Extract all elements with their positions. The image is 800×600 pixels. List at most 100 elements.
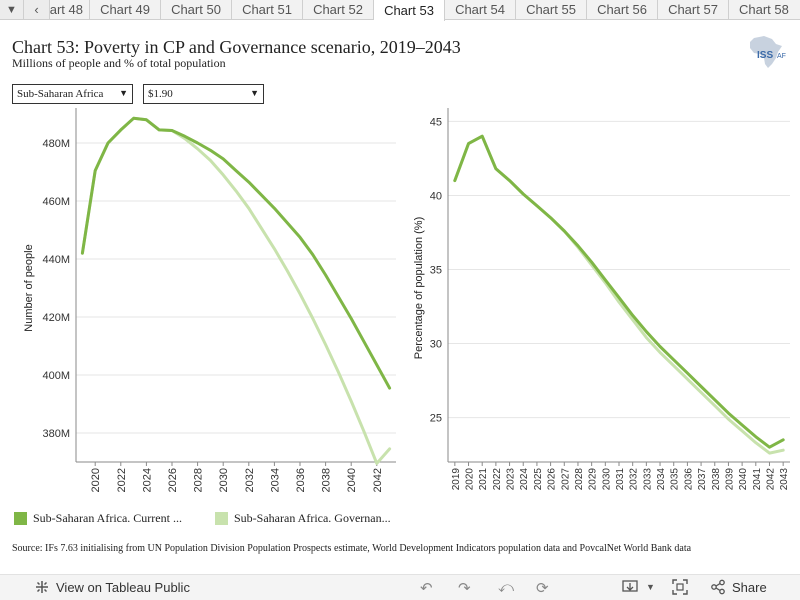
x-tick-label: 2022 — [116, 468, 128, 492]
x-tick-label: 2026 — [167, 468, 179, 492]
tableau-footer: View on Tableau Public ↶ ↷ ⤺ ⟳ ▼ Share — [0, 574, 800, 600]
view-on-tableau-label: View on Tableau Public — [56, 579, 190, 595]
x-tick-label: 2034 — [656, 468, 667, 491]
x-tick-label: 2020 — [90, 468, 102, 492]
x-tick-label: 2024 — [141, 468, 153, 492]
x-tick-label: 2019 — [451, 468, 462, 491]
download-button[interactable]: ▼ — [622, 579, 655, 595]
logo-subtext: AF — [777, 53, 786, 60]
x-tick-label: 2023 — [506, 468, 517, 491]
legend-item-current-path[interactable]: Sub-Saharan Africa. Current ... — [14, 511, 182, 526]
y-tick-label: 40 — [430, 190, 442, 202]
x-tick-label: 2025 — [533, 468, 544, 491]
chevron-down-icon: ▼ — [6, 3, 17, 16]
x-tick-label: 2028 — [193, 468, 205, 492]
x-tick-label: 2042 — [765, 468, 776, 491]
y-tick-label: 440M — [42, 254, 70, 266]
tab-chart-52[interactable]: Chart 52 — [303, 0, 374, 19]
x-tick-label: 2042 — [372, 468, 384, 492]
threshold-value: $1.90 — [148, 88, 173, 100]
tab-chart-50[interactable]: Chart 50 — [161, 0, 232, 19]
x-tick-label: 2030 — [601, 468, 612, 491]
y-axis-label: Number of people — [23, 244, 35, 331]
y-tick-label: 460M — [42, 196, 70, 208]
x-tick-label: 2030 — [218, 468, 230, 492]
undo-button[interactable]: ↶ — [420, 579, 433, 597]
x-tick-label: 2022 — [492, 468, 503, 491]
tab-chart-57[interactable]: Chart 57 — [658, 0, 729, 19]
legend-swatch-governance — [215, 512, 228, 525]
x-tick-label: 2036 — [295, 468, 307, 492]
tab-chart-54[interactable]: Chart 54 — [445, 0, 516, 19]
redo-icon: ↷ — [458, 580, 471, 597]
tab-chart-53[interactable]: Chart 53 — [374, 0, 445, 21]
series-line-governance — [453, 134, 785, 455]
legend-label-governance: Sub-Saharan Africa. Governan... — [234, 511, 391, 525]
y-tick-label: 420M — [42, 312, 70, 324]
page-title: Chart 53: Poverty in CP and Governance s… — [12, 37, 461, 57]
x-tick-label: 2033 — [642, 468, 653, 491]
tab-chart-48[interactable]: Chart 48 — [50, 0, 90, 19]
tab-chart-55[interactable]: Chart 55 — [516, 0, 587, 19]
x-tick-label: 2028 — [574, 468, 585, 491]
x-tick-label: 2035 — [670, 468, 681, 491]
x-tick-label: 2040 — [346, 468, 358, 492]
series-line-current-path — [453, 134, 785, 449]
people-line-chart[interactable]: 380M 400M 420M 440M 460M 480M 2020 2022 2024 2026… — [0, 108, 410, 500]
tab-bar: ▼ ‹ Chart 48 Chart 49 Chart 50 Chart 51 … — [0, 0, 800, 21]
africa-map-icon — [750, 36, 782, 68]
revert-button[interactable]: ⤺ — [498, 579, 514, 596]
x-tick-label: 2043 — [779, 468, 790, 491]
tab-menu-button[interactable]: ▼ — [0, 0, 24, 19]
threshold-dropdown[interactable]: $1.90 ▼ — [143, 84, 264, 104]
share-icon — [711, 579, 725, 595]
refresh-icon: ⟳ — [536, 580, 549, 597]
region-dropdown[interactable]: Sub-Saharan Africa ▼ — [12, 84, 133, 104]
share-button[interactable]: Share — [710, 579, 767, 595]
share-label: Share — [732, 579, 767, 595]
x-tick-label: 2038 — [711, 468, 722, 491]
y-tick-label: 400M — [42, 370, 70, 382]
tab-scroll-left-button[interactable]: ‹ — [24, 0, 50, 19]
y-tick-label: 380M — [42, 428, 70, 440]
revert-icon: ⤺ — [498, 579, 515, 596]
legend-item-governance[interactable]: Sub-Saharan Africa. Governan... — [215, 511, 391, 526]
x-tick-label: 2032 — [244, 468, 256, 492]
view-on-tableau-link[interactable]: View on Tableau Public — [34, 579, 190, 595]
tableau-logo-icon — [36, 581, 48, 593]
logo-text: ISS — [757, 50, 773, 61]
x-tick-label: 2036 — [683, 468, 694, 491]
tab-chart-58[interactable]: Chart 58 — [739, 2, 789, 17]
x-tick-label: 2034 — [269, 468, 281, 492]
fullscreen-button[interactable] — [672, 579, 688, 595]
download-icon — [622, 580, 638, 592]
caret-down-icon: ▼ — [646, 582, 655, 592]
undo-icon: ↶ — [420, 580, 433, 597]
legend-label-current-path: Sub-Saharan Africa. Current ... — [33, 511, 182, 525]
region-value: Sub-Saharan Africa — [17, 88, 104, 100]
caret-down-icon: ▼ — [250, 88, 259, 98]
chevron-left-icon: ‹ — [34, 2, 39, 17]
x-tick-label: 2029 — [588, 468, 599, 491]
x-tick-label: 2027 — [560, 468, 571, 491]
x-tick-label: 2031 — [615, 468, 626, 491]
y-axis-label: Percentage of population (%) — [413, 217, 425, 359]
legend-swatch-current-path — [14, 512, 27, 525]
issaf-logo: ISS AF — [750, 36, 786, 68]
x-tick-label: 2020 — [465, 468, 476, 491]
x-tick-label: 2024 — [519, 468, 530, 491]
redo-button[interactable]: ↷ — [458, 579, 471, 597]
y-tick-label: 480M — [42, 138, 70, 150]
tab-chart-56[interactable]: Chart 56 — [587, 0, 658, 19]
x-tick-label: 2038 — [321, 468, 333, 492]
x-tick-label: 2041 — [752, 468, 763, 491]
tab-chart-49[interactable]: Chart 49 — [90, 0, 161, 19]
x-tick-label: 2039 — [724, 468, 735, 491]
y-tick-label: 30 — [430, 339, 442, 351]
caret-down-icon: ▼ — [119, 88, 128, 98]
tab-chart-51[interactable]: Chart 51 — [232, 0, 303, 19]
x-tick-label: 2040 — [738, 468, 749, 491]
x-tick-label: 2026 — [547, 468, 558, 491]
refresh-button[interactable]: ⟳ — [536, 579, 549, 597]
